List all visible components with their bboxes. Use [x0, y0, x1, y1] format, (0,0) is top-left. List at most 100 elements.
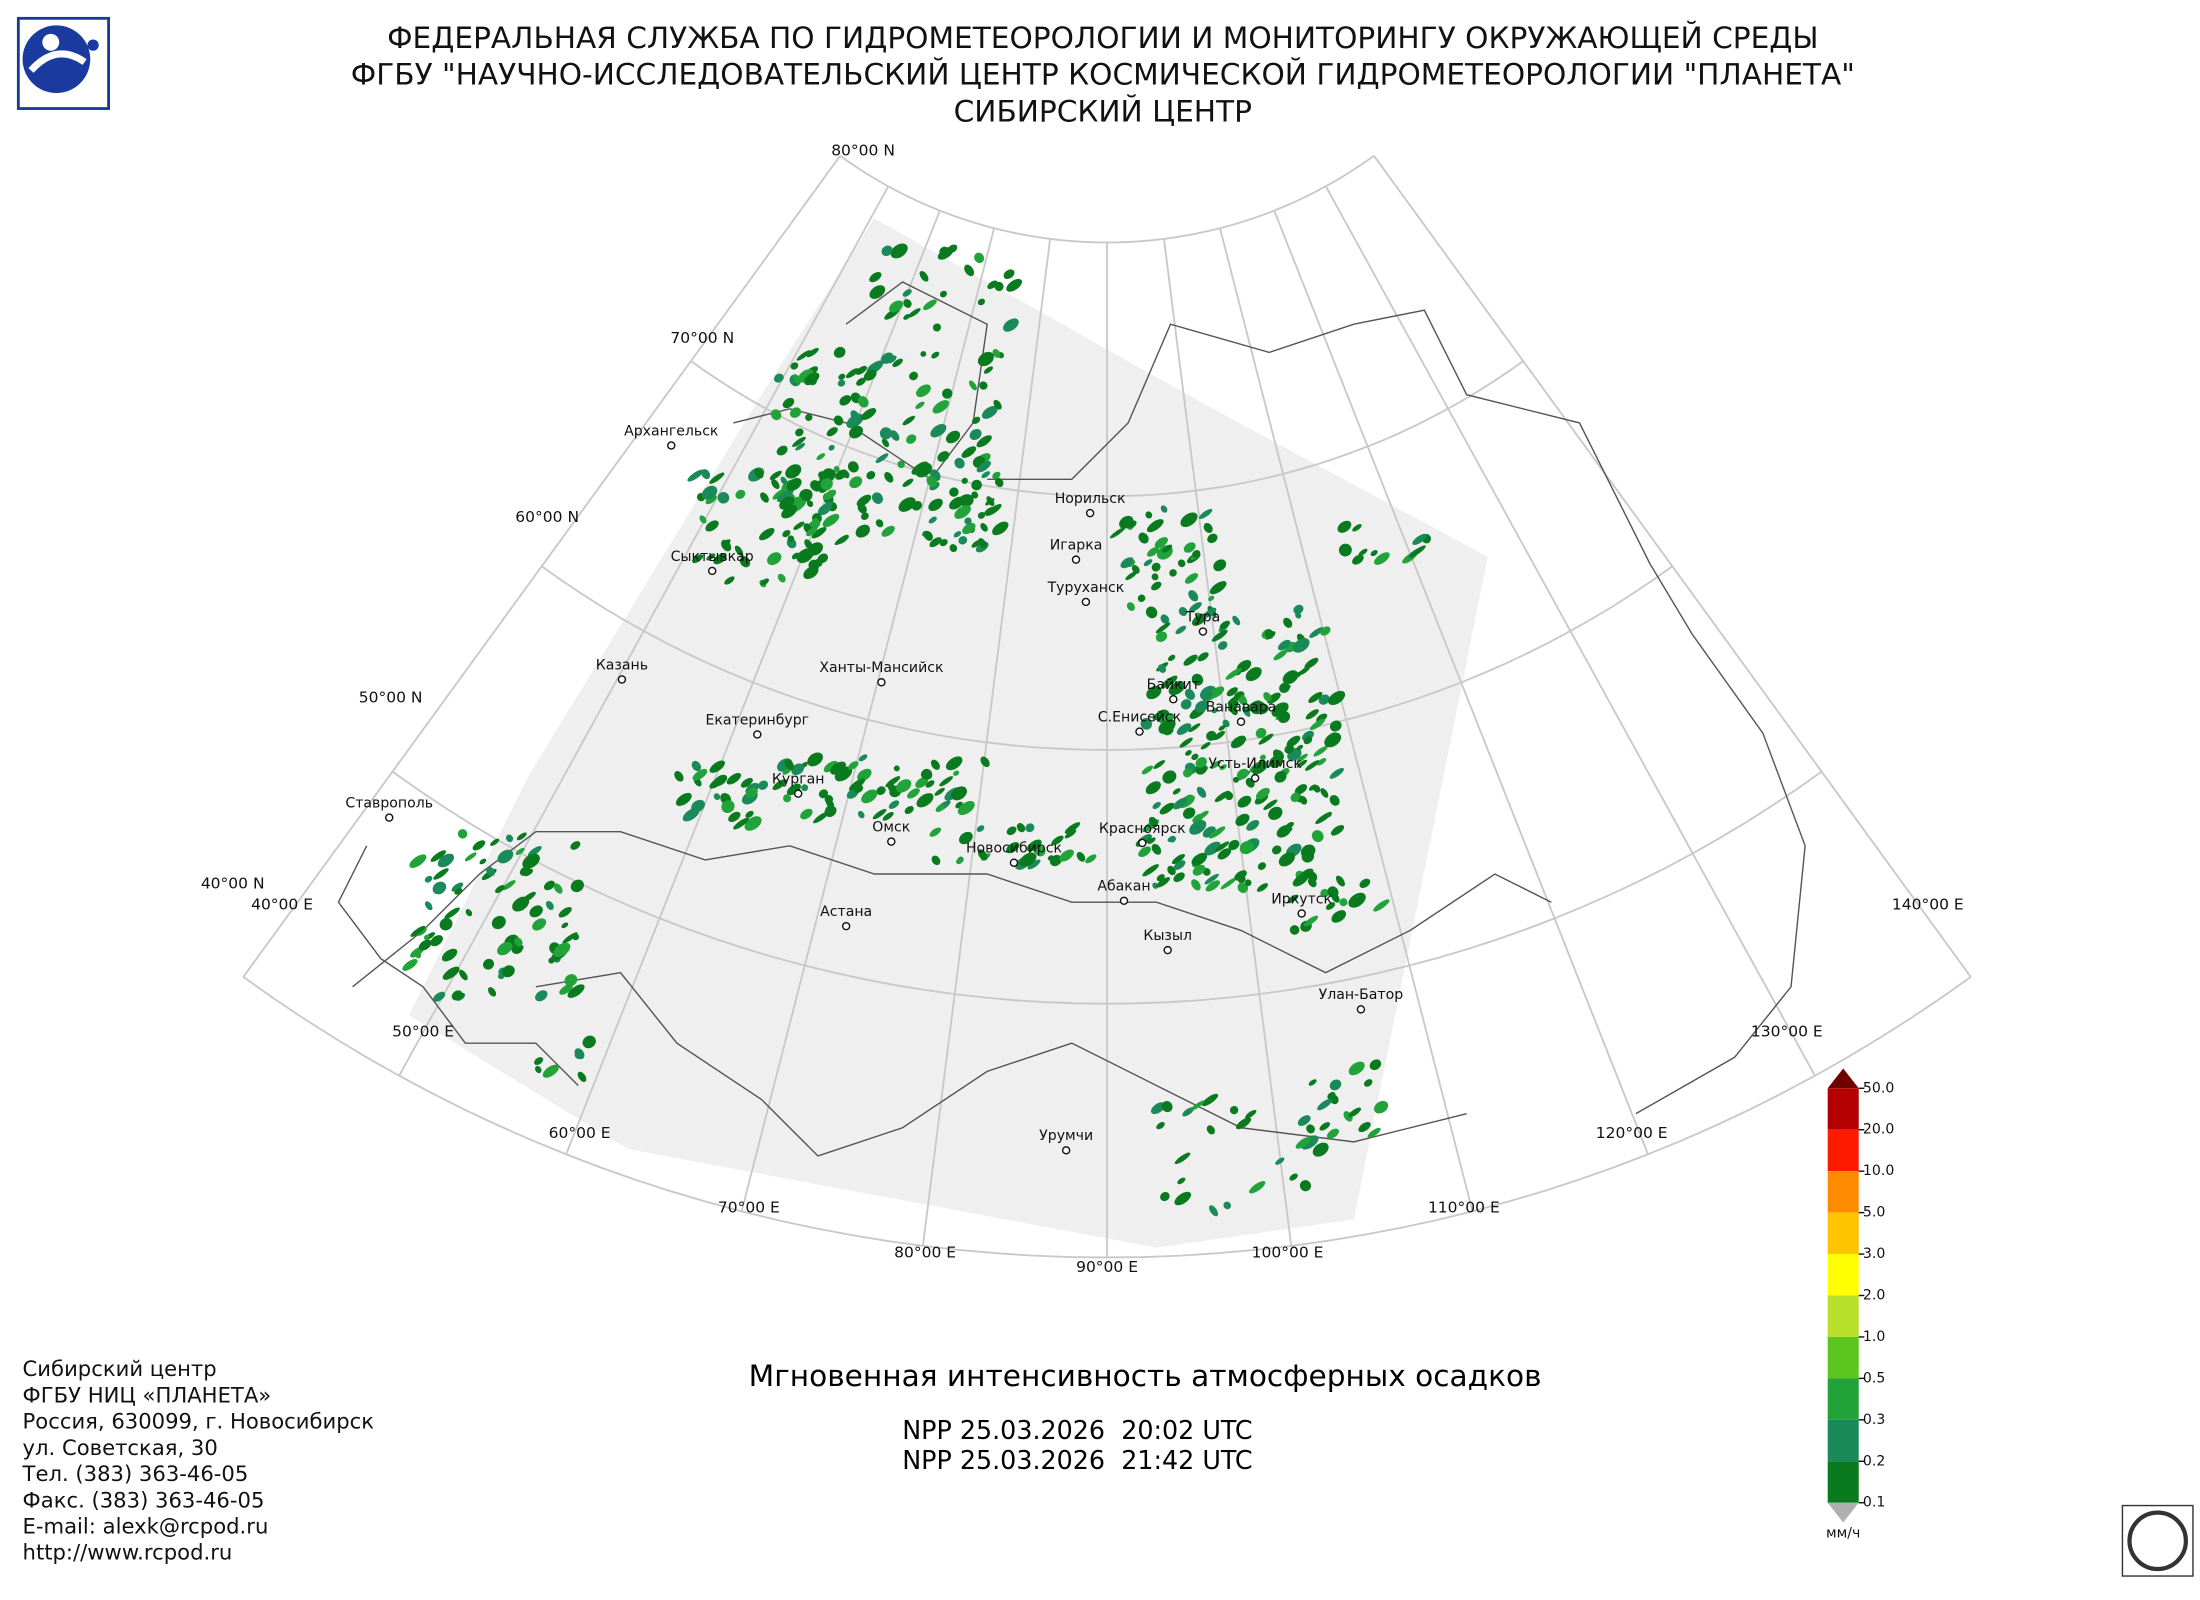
- precip-cell: [1320, 788, 1329, 798]
- precip-cell: [1176, 723, 1192, 735]
- precip-cell: [418, 939, 432, 951]
- precip-cell: [971, 416, 981, 424]
- precip-cell: [1369, 1059, 1382, 1071]
- precip-cell: [881, 352, 894, 364]
- precip-cell: [1191, 852, 1208, 866]
- precip-cell: [1131, 564, 1140, 574]
- precip-cell: [1174, 1152, 1191, 1165]
- precip-cell: [875, 519, 884, 528]
- precip-cell: [805, 413, 813, 421]
- precip-cell: [1412, 533, 1427, 545]
- precip-cell: [1192, 864, 1206, 876]
- colorbar-label: 0.5: [1863, 1370, 1885, 1386]
- precip-cell: [801, 784, 809, 792]
- city-label: Игарка: [1050, 538, 1103, 554]
- precip-cell: [799, 488, 813, 502]
- precip-cell: [876, 786, 886, 796]
- precip-cell: [958, 536, 968, 545]
- precip-cell: [1137, 594, 1146, 602]
- precip-cell: [1160, 505, 1168, 513]
- precip-cell: [745, 787, 758, 798]
- precip-cell: [1320, 626, 1331, 636]
- precip-cell: [1316, 713, 1328, 723]
- precip-cell: [806, 527, 818, 537]
- precip-cell: [1305, 709, 1319, 720]
- precip-cell: [817, 553, 829, 564]
- precip-cell: [1173, 860, 1186, 870]
- precip-cell: [822, 513, 840, 528]
- precip-cell: [1246, 819, 1260, 831]
- precip-cell: [1228, 699, 1239, 710]
- precip-cell: [1191, 613, 1207, 626]
- precip-cell: [796, 350, 811, 361]
- precip-cell: [1152, 709, 1167, 721]
- precip-cell: [1155, 622, 1171, 634]
- precip-cell: [939, 538, 948, 547]
- precip-cell: [570, 841, 581, 850]
- precip-cell: [1327, 886, 1339, 898]
- precip-cell: [1189, 820, 1207, 835]
- precip-cell: [1219, 620, 1230, 630]
- precip-cell: [872, 808, 887, 820]
- precip-cell: [1295, 1136, 1311, 1149]
- precip-cell: [1338, 543, 1352, 557]
- precip-cell: [1312, 1142, 1329, 1157]
- precip-cell: [1138, 846, 1151, 858]
- precip-cell: [1145, 606, 1158, 619]
- colorbar-label: 50.0: [1863, 1080, 1894, 1096]
- precip-cell: [911, 500, 923, 511]
- precip-cell: [1138, 532, 1149, 544]
- precip-cell: [451, 882, 464, 892]
- precip-cell: [1242, 706, 1251, 717]
- precip-cell: [497, 849, 514, 864]
- precip-cell: [1301, 1135, 1319, 1150]
- precip-cell: [934, 787, 945, 796]
- lat-label: 60°00 N: [515, 508, 579, 526]
- precip-cell: [908, 308, 921, 318]
- address-line: ул. Советская, 30: [23, 1435, 218, 1460]
- precip-cell: [1191, 879, 1201, 891]
- precip-cell: [930, 423, 947, 438]
- city-marker: [1250, 773, 1260, 783]
- precip-cell: [931, 351, 940, 359]
- precip-cell: [1162, 544, 1173, 553]
- precip-cell: [978, 538, 987, 548]
- precip-cell: [442, 966, 460, 980]
- precip-cell: [898, 497, 916, 512]
- coastline: [987, 309, 1806, 1115]
- precip-cell: [976, 435, 992, 448]
- precip-cell: [976, 825, 985, 832]
- precip-cell: [890, 430, 900, 441]
- pass-time: NPP 25.03.2026 20:02 UTC: [902, 1415, 1252, 1445]
- precip-cell: [985, 498, 995, 506]
- city-label: Курган: [772, 772, 825, 788]
- precip-cell: [964, 264, 975, 277]
- precip-cell: [502, 965, 515, 978]
- map: 80°00 N 70°00 N 60°00 N 50°00 N 40°00 N 40°00…: [201, 141, 1972, 1276]
- precip-cell: [817, 503, 832, 516]
- precip-cell: [985, 504, 1002, 517]
- precip-cell: [1218, 725, 1226, 731]
- precip-cell: [735, 489, 746, 499]
- precip-cell: [1329, 1079, 1342, 1091]
- precip-cell: [1177, 559, 1186, 568]
- precip-cell: [444, 907, 460, 919]
- precip-cell: [1125, 571, 1137, 581]
- precip-cell: [1359, 878, 1371, 889]
- precip-cell: [804, 372, 820, 386]
- precip-cell: [1006, 842, 1020, 854]
- city-label: Новосибирск: [966, 841, 1063, 857]
- parallel: [690, 360, 1524, 498]
- colorbar-label: 20.0: [1863, 1122, 1894, 1138]
- precip-cell: [567, 984, 585, 998]
- precip-cell: [861, 408, 877, 420]
- lon-label: 40°00 E: [251, 896, 313, 914]
- precip-cell: [860, 512, 869, 520]
- precip-cell: [782, 529, 791, 538]
- city-label: Архангельск: [624, 423, 719, 439]
- colorbar-cell: [1827, 1461, 1859, 1503]
- precip-cell: [1173, 872, 1185, 883]
- precip-cell: [724, 576, 735, 585]
- city-marker: [1085, 508, 1095, 518]
